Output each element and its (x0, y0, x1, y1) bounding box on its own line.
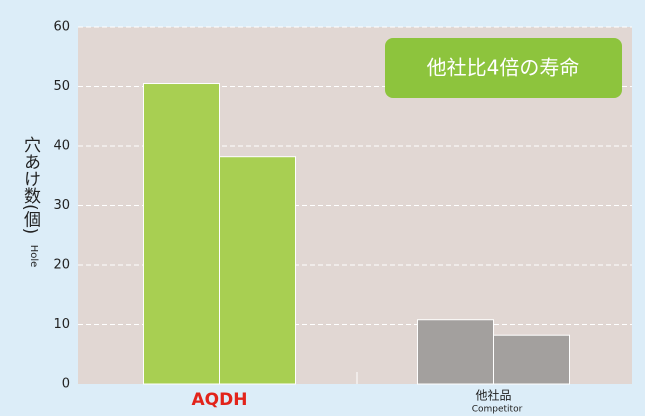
x-tick-sublabel: Competitor (472, 405, 523, 415)
y-tick-label: 60 (53, 20, 70, 35)
bar (417, 319, 494, 385)
y-tick-label: 10 (53, 317, 70, 332)
y-tick-label: 40 (53, 139, 70, 154)
y-tick-label: 30 (53, 198, 70, 213)
y-axis-label-en: Hole (28, 245, 39, 268)
y-tick-label: 0 (62, 377, 70, 392)
x-tick-label: 他社品 (475, 388, 511, 403)
annotation: 他社比4倍の寿命 (427, 56, 580, 80)
y-tick-label: 50 (53, 79, 70, 94)
bar (219, 156, 296, 385)
annotation-box (385, 38, 622, 98)
x-tick-label: AQDH (192, 390, 248, 410)
bar (143, 83, 220, 385)
bar (493, 334, 570, 385)
y-tick-label: 20 (53, 258, 70, 273)
y-axis-label: 穴あけ数(個) (20, 136, 41, 234)
